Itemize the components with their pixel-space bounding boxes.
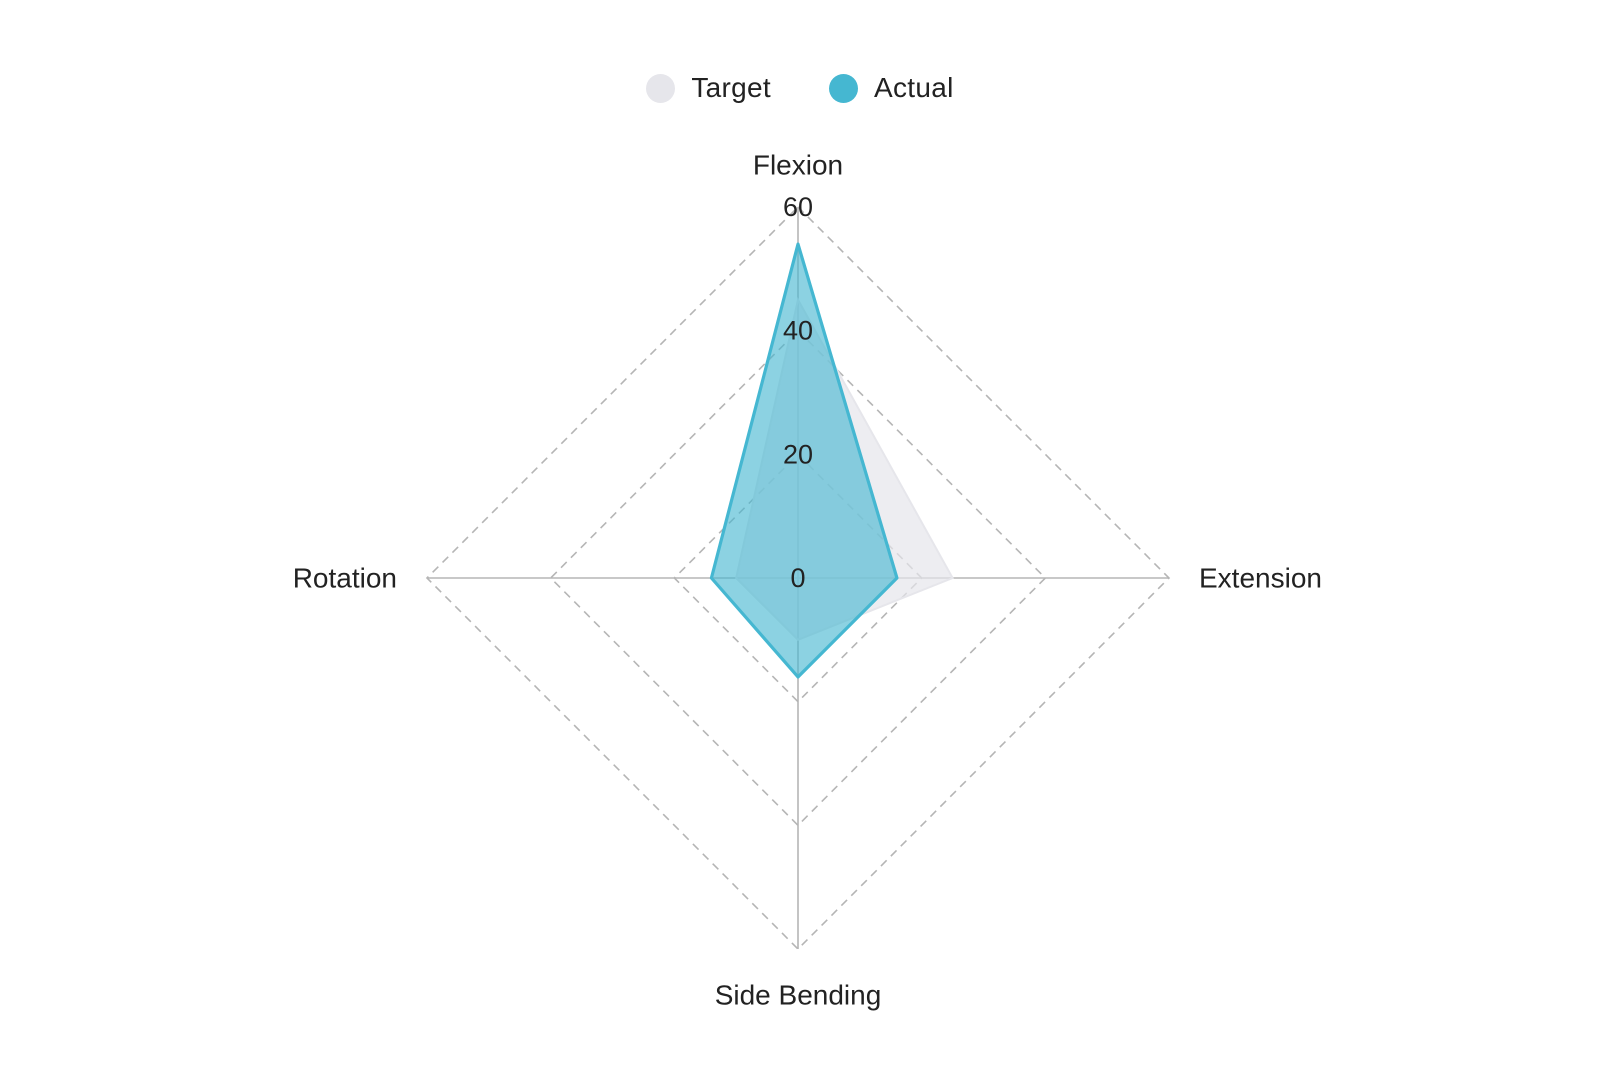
axis-labels: Flexion Extension Side Bending Rotation bbox=[293, 150, 1322, 1011]
radar-series bbox=[709, 242, 955, 679]
series-actual-area bbox=[709, 242, 899, 679]
radial-tick-label: 40 bbox=[783, 316, 813, 346]
radial-tick-label: 20 bbox=[783, 439, 813, 469]
axis-label-side-bending: Side Bending bbox=[715, 980, 882, 1011]
legend-label-target: Target bbox=[691, 72, 771, 103]
radial-tick-label: 60 bbox=[783, 192, 813, 222]
legend-item-target[interactable]: Target bbox=[646, 72, 771, 104]
legend-dot-actual bbox=[829, 73, 858, 103]
legend-dot-target bbox=[646, 73, 676, 103]
axis-label-extension: Extension bbox=[1199, 563, 1322, 594]
legend-label-actual: Actual bbox=[874, 72, 954, 103]
legend: Target Actual bbox=[0, 72, 1600, 104]
legend-item-actual[interactable]: Actual bbox=[829, 72, 954, 104]
radial-tick-label: 0 bbox=[790, 563, 805, 593]
grid-ring-2 bbox=[549, 329, 1047, 827]
axis-label-flexion: Flexion bbox=[753, 150, 843, 181]
radial-ticks: 0 20 40 60 bbox=[783, 192, 813, 593]
axis-label-rotation: Rotation bbox=[293, 563, 397, 594]
